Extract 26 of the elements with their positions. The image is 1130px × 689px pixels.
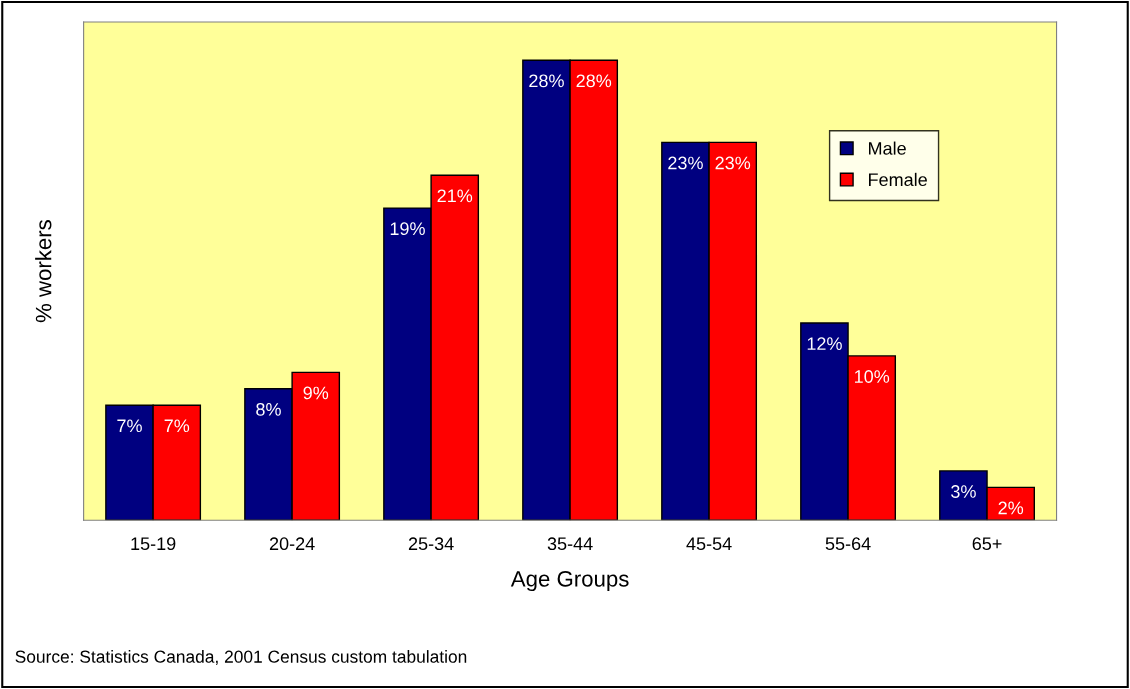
legend-label: Female (869, 172, 927, 187)
x-tick-label: 25-34 (408, 537, 454, 551)
data-label: 23% (668, 156, 703, 170)
data-label: 21% (437, 189, 473, 203)
data-label: 9% (303, 386, 329, 400)
data-label: 19% (390, 222, 425, 236)
data-label: 2% (998, 501, 1024, 515)
x-tick-label: 55-64 (825, 537, 871, 551)
x-axis-title: Age Groups (510, 570, 629, 592)
y-axis-title: % workers (35, 220, 52, 323)
data-label: 10% (855, 370, 890, 383)
legend-label: Male (869, 141, 906, 155)
x-tick-label: 65+ (972, 537, 1002, 551)
x-tick-label: 45-54 (686, 537, 732, 551)
data-label: 23% (715, 156, 751, 170)
data-label: 12% (807, 337, 842, 350)
data-label: 28% (529, 74, 564, 88)
data-label: 7% (164, 419, 190, 433)
x-tick-label: 20-24 (269, 537, 315, 551)
data-label: 7% (117, 419, 142, 433)
x-tick-label: 35-44 (547, 537, 593, 551)
data-label: 8% (256, 402, 281, 416)
source-note: Source: Statistics Canada, 2001 Census custom tabulation (15, 650, 467, 665)
data-label: 3% (951, 485, 976, 498)
data-label: 28% (576, 74, 612, 88)
x-tick-label: 15-19 (131, 537, 176, 551)
